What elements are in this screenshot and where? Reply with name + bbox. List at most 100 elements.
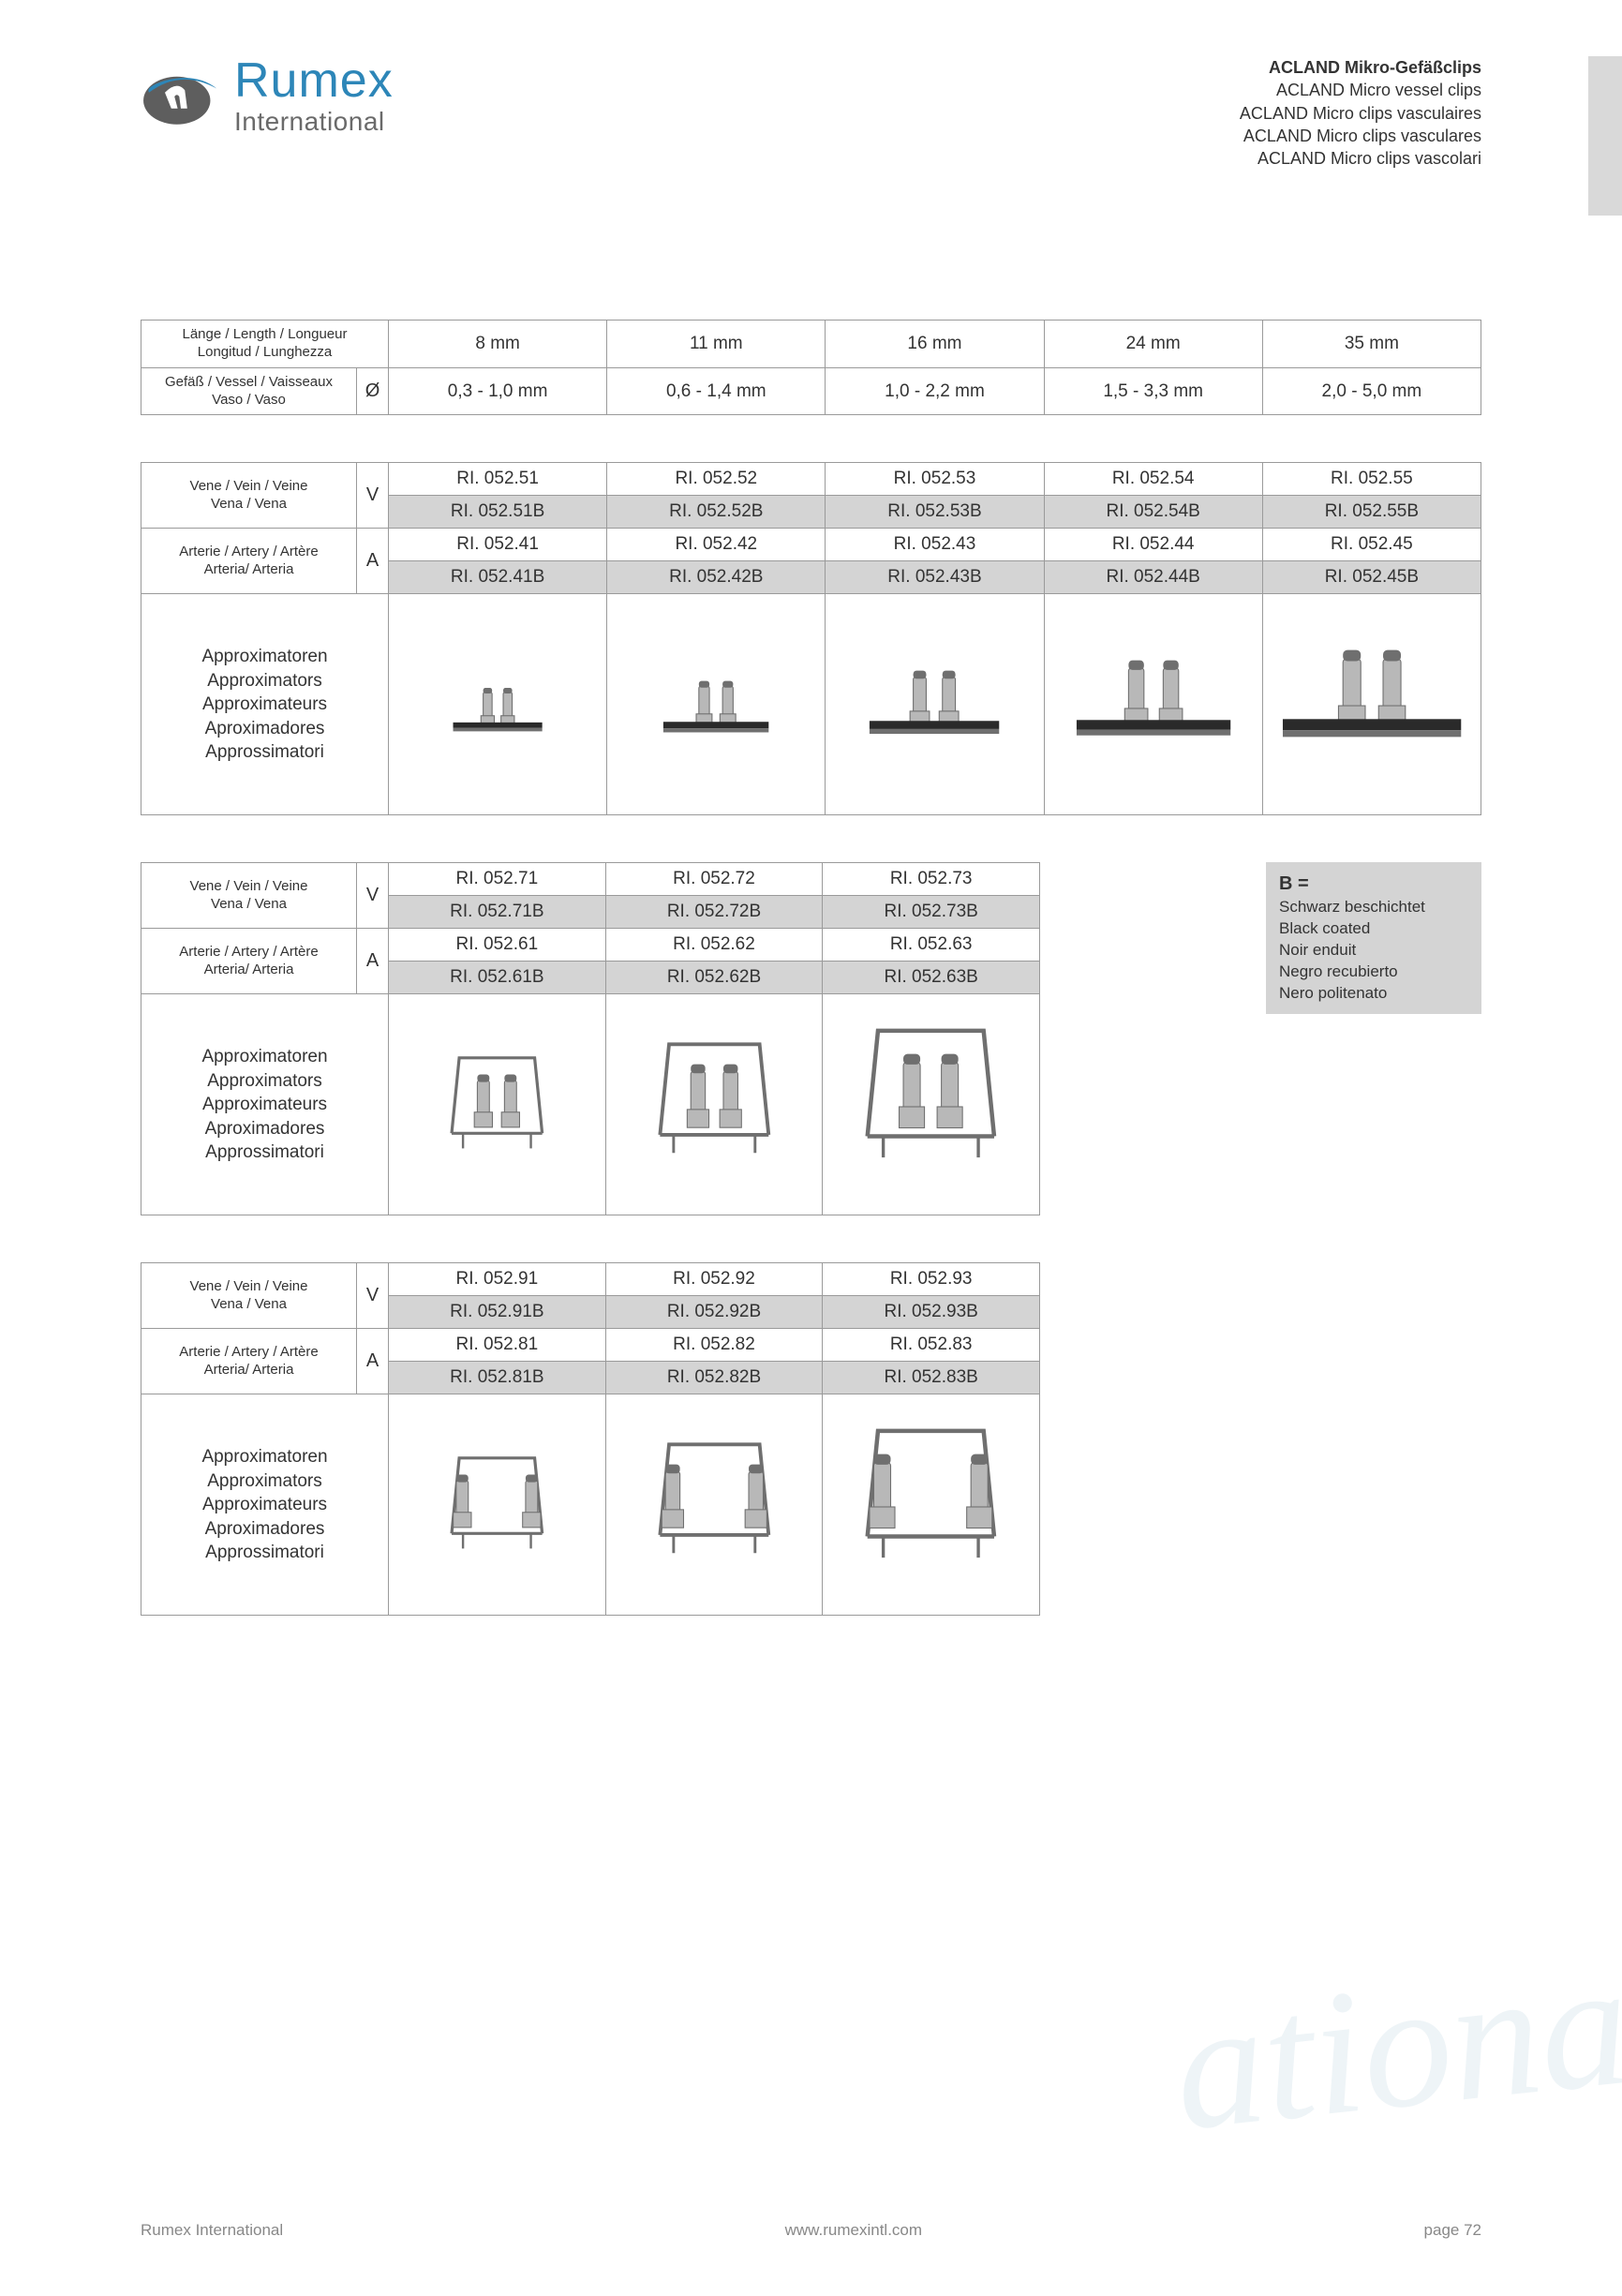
length-cell: 8 mm (389, 321, 607, 368)
sku-b: RI. 052.61B (389, 962, 606, 994)
sku-b: RI. 052.62B (605, 962, 823, 994)
sku: RI. 052.71 (389, 863, 606, 896)
sku: RI. 052.81 (389, 1329, 606, 1362)
sku-b: RI. 052.41B (389, 561, 607, 594)
approximator-label: ApproximatorenApproximatorsApproximateur… (141, 994, 389, 1215)
spec-header-table: Länge / Length / LongueurLongitud / Lung… (141, 320, 1481, 415)
vessel-cell: 0,3 - 1,0 mm (389, 367, 607, 415)
product-table-2: Vene / Vein / VeineVena / Vena V RI. 052… (141, 862, 1040, 1215)
sku: RI. 052.62 (605, 929, 823, 962)
clip-image (605, 1394, 823, 1616)
sku: RI. 052.43 (826, 529, 1044, 561)
vein-label: Vene / Vein / VeineVena / Vena (141, 1263, 357, 1329)
clip-image (607, 594, 826, 815)
sku-b: RI. 052.43B (826, 561, 1044, 594)
clip-image (605, 994, 823, 1215)
artery-symbol: A (357, 529, 389, 594)
sku: RI. 052.44 (1044, 529, 1262, 561)
sku: RI. 052.52 (607, 463, 826, 496)
sku: RI. 052.83 (823, 1329, 1040, 1362)
sku-b: RI. 052.63B (823, 962, 1040, 994)
length-cell: 16 mm (826, 321, 1044, 368)
clip-image (1262, 594, 1481, 815)
sku-b: RI. 052.82B (605, 1362, 823, 1394)
legend-title: B = (1279, 872, 1468, 897)
brand-sub: International (234, 107, 394, 137)
length-cell: 35 mm (1262, 321, 1481, 368)
sku-b: RI. 052.51B (389, 496, 607, 529)
approximator-label: ApproximatorenApproximatorsApproximateur… (141, 1394, 389, 1616)
sku: RI. 052.61 (389, 929, 606, 962)
sku: RI. 052.82 (605, 1329, 823, 1362)
sku-b: RI. 052.53B (826, 496, 1044, 529)
sku-b: RI. 052.91B (389, 1296, 606, 1329)
watermark: ational (1165, 1916, 1622, 2171)
footer-left: Rumex International (141, 2221, 283, 2240)
title-line: ACLAND Mikro-Gefäßclips (1240, 56, 1481, 79)
sku: RI. 052.51 (389, 463, 607, 496)
sku: RI. 052.72 (605, 863, 823, 896)
sku: RI. 052.55 (1262, 463, 1481, 496)
sku: RI. 052.42 (607, 529, 826, 561)
clip-image (823, 994, 1040, 1215)
sku: RI. 052.41 (389, 529, 607, 561)
vessel-cell: 2,0 - 5,0 mm (1262, 367, 1481, 415)
sku-b: RI. 052.73B (823, 896, 1040, 929)
artery-symbol: A (357, 929, 389, 994)
product-table-1: Vene / Vein / VeineVena / Vena V RI. 052… (141, 462, 1481, 815)
sku-b: RI. 052.81B (389, 1362, 606, 1394)
clip-image (389, 994, 606, 1215)
sku-b: RI. 052.52B (607, 496, 826, 529)
sku: RI. 052.45 (1262, 529, 1481, 561)
length-label: Länge / Length / LongueurLongitud / Lung… (141, 321, 389, 368)
clip-image (389, 594, 607, 815)
product-titles: ACLAND Mikro-Gefäßclips ACLAND Micro ves… (1240, 56, 1481, 170)
artery-label: Arterie / Artery / ArtèreArteria/ Arteri… (141, 1329, 357, 1394)
approximator-label: ApproximatorenApproximatorsApproximateur… (141, 594, 389, 815)
sku: RI. 052.91 (389, 1263, 606, 1296)
legend-line: Black coated (1279, 918, 1468, 940)
clip-image (826, 594, 1044, 815)
page-header: Rumex International ACLAND Mikro-Gefäßcl… (141, 56, 1481, 170)
sku: RI. 052.93 (823, 1263, 1040, 1296)
footer-center: www.rumexintl.com (785, 2221, 922, 2240)
sku-b: RI. 052.55B (1262, 496, 1481, 529)
sku-b: RI. 052.45B (1262, 561, 1481, 594)
sku-b: RI. 052.42B (607, 561, 826, 594)
legend-b: B = Schwarz beschichtet Black coated Noi… (1266, 862, 1481, 1014)
vessel-label: Gefäß / Vessel / VaisseauxVaso / Vaso (141, 367, 357, 415)
sku-b: RI. 052.92B (605, 1296, 823, 1329)
sku: RI. 052.63 (823, 929, 1040, 962)
clip-image (1044, 594, 1262, 815)
vein-symbol: V (357, 863, 389, 929)
legend-line: Negro recubierto (1279, 962, 1468, 983)
length-cell: 24 mm (1044, 321, 1262, 368)
vein-label: Vene / Vein / VeineVena / Vena (141, 463, 357, 529)
diameter-symbol: Ø (357, 367, 389, 415)
title-line: ACLAND Micro clips vasculaires (1240, 102, 1481, 125)
clip-image (823, 1394, 1040, 1616)
sku: RI. 052.54 (1044, 463, 1262, 496)
product-table-3: Vene / Vein / VeineVena / Vena V RI. 052… (141, 1262, 1040, 1616)
title-line: ACLAND Micro clips vasculares (1240, 125, 1481, 147)
sku: RI. 052.53 (826, 463, 1044, 496)
section-tab (1588, 56, 1622, 216)
vessel-cell: 1,0 - 2,2 mm (826, 367, 1044, 415)
logo: Rumex International (141, 56, 394, 137)
vein-label: Vene / Vein / VeineVena / Vena (141, 863, 357, 929)
title-line: ACLAND Micro clips vascolari (1240, 147, 1481, 170)
title-line: ACLAND Micro vessel clips (1240, 79, 1481, 101)
sku-b: RI. 052.44B (1044, 561, 1262, 594)
sku-b: RI. 052.71B (389, 896, 606, 929)
brand-name: Rumex (234, 56, 394, 105)
vein-symbol: V (357, 1263, 389, 1329)
artery-label: Arterie / Artery / ArtèreArteria/ Arteri… (141, 529, 357, 594)
legend-line: Noir enduit (1279, 940, 1468, 962)
sku: RI. 052.73 (823, 863, 1040, 896)
sku-b: RI. 052.72B (605, 896, 823, 929)
footer-right: page 72 (1424, 2221, 1481, 2240)
sku-b: RI. 052.83B (823, 1362, 1040, 1394)
length-cell: 11 mm (607, 321, 826, 368)
legend-line: Schwarz beschichtet (1279, 897, 1468, 918)
legend-line: Nero politenato (1279, 983, 1468, 1005)
